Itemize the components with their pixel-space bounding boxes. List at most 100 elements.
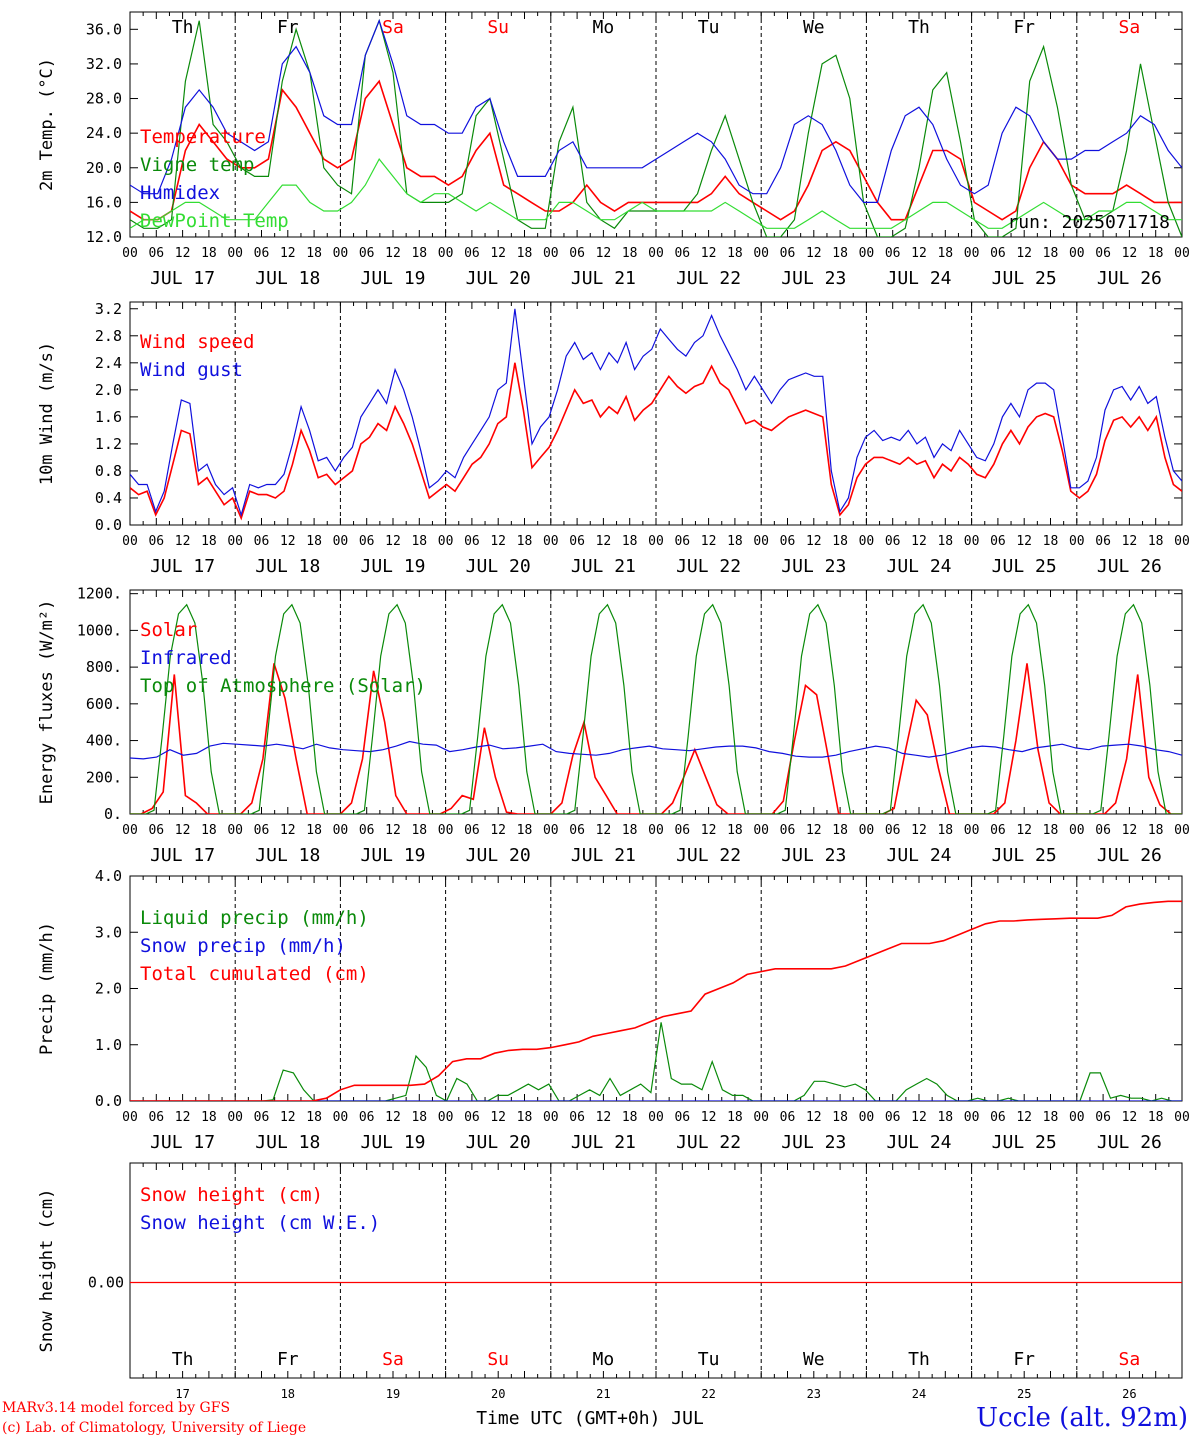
x-axis-label: Time UTC (GMT+0h) JUL bbox=[476, 1408, 704, 1429]
hour-label: 00 bbox=[964, 1110, 980, 1125]
day-label: JUL 26 bbox=[1097, 268, 1162, 289]
hour-label: 18 bbox=[201, 534, 217, 549]
day-label: JUL 23 bbox=[781, 556, 846, 577]
y-tick-label: 1.2 bbox=[95, 435, 122, 453]
y-axis-label: 10m Wind (m/s) bbox=[37, 342, 57, 485]
hour-label: 12 bbox=[596, 246, 612, 261]
day-label: JUL 20 bbox=[466, 1132, 531, 1153]
y-tick-label: 0.8 bbox=[95, 462, 122, 480]
hour-label: 00 bbox=[1069, 534, 1085, 549]
hour-label: 00 bbox=[543, 823, 559, 838]
hour-label: 18 bbox=[937, 1110, 953, 1125]
y-tick-label: 0.0 bbox=[95, 516, 122, 534]
weekday-label: Fr bbox=[1013, 17, 1035, 38]
hour-label: 00 bbox=[227, 534, 243, 549]
hour-label: 06 bbox=[569, 246, 585, 261]
hour-label: 12 bbox=[175, 246, 191, 261]
day-label: JUL 21 bbox=[571, 268, 636, 289]
legend-entry: Vigne temp bbox=[140, 154, 254, 176]
y-tick-label: 3.0 bbox=[95, 923, 122, 941]
y-tick-label: 20.0 bbox=[86, 159, 122, 177]
hour-label: 00 bbox=[753, 1110, 769, 1125]
hour-label: 12 bbox=[1122, 534, 1138, 549]
day-label: JUL 18 bbox=[255, 556, 320, 577]
hour-label: 12 bbox=[175, 534, 191, 549]
hour-label: 12 bbox=[490, 1110, 506, 1125]
hour-label: 00 bbox=[648, 823, 664, 838]
hour-label: 18 bbox=[411, 1110, 427, 1125]
hour-label: 18 bbox=[517, 1110, 533, 1125]
hour-label: 06 bbox=[885, 823, 901, 838]
day-label: JUL 19 bbox=[360, 845, 425, 866]
hour-label: 06 bbox=[1095, 1110, 1111, 1125]
hour-label: 18 bbox=[1043, 534, 1059, 549]
hour-label: 00 bbox=[753, 534, 769, 549]
hour-label: 12 bbox=[385, 534, 401, 549]
weekday-label: Su bbox=[487, 1349, 509, 1370]
day-label: JUL 18 bbox=[255, 1132, 320, 1153]
y-tick-label: 800. bbox=[86, 658, 122, 676]
hour-label: 00 bbox=[333, 246, 349, 261]
hour-label: 06 bbox=[464, 823, 480, 838]
day-label: JUL 18 bbox=[255, 845, 320, 866]
hour-label: 06 bbox=[780, 823, 796, 838]
hour-label: 18 bbox=[832, 1110, 848, 1125]
series-line bbox=[130, 603, 1182, 814]
hour-label: 06 bbox=[148, 534, 164, 549]
date-number: 21 bbox=[596, 1387, 610, 1401]
hour-label: 00 bbox=[648, 246, 664, 261]
series-line bbox=[130, 1022, 1182, 1101]
hour-label: 06 bbox=[674, 1110, 690, 1125]
hour-label: 00 bbox=[227, 823, 243, 838]
hour-label: 12 bbox=[1016, 823, 1032, 838]
day-label: JUL 17 bbox=[150, 556, 215, 577]
hour-label: 00 bbox=[227, 1110, 243, 1125]
hour-label: 00 bbox=[122, 1110, 138, 1125]
lab-credit: (c) Lab. of Climatology, University of L… bbox=[2, 1420, 307, 1436]
legend-entry: Liquid precip (mm/h) bbox=[140, 907, 369, 929]
hour-label: 00 bbox=[964, 246, 980, 261]
weekday-label: Fr bbox=[277, 1349, 299, 1370]
hour-label: 00 bbox=[333, 823, 349, 838]
hour-label: 18 bbox=[306, 534, 322, 549]
hour-label: 06 bbox=[990, 534, 1006, 549]
day-label: JUL 24 bbox=[886, 268, 951, 289]
legend-entry: Snow height (cm) bbox=[140, 1184, 323, 1206]
legend-entry: Total cumulated (cm) bbox=[140, 963, 369, 985]
weekday-label: Sa bbox=[1119, 17, 1141, 38]
hour-label: 18 bbox=[727, 534, 743, 549]
y-tick-label: 0.0 bbox=[95, 1092, 122, 1110]
weekday-label: Fr bbox=[277, 17, 299, 38]
hour-label: 06 bbox=[464, 534, 480, 549]
legend-entry: Snow precip (mm/h) bbox=[140, 935, 346, 957]
hour-label: 00 bbox=[333, 534, 349, 549]
hour-label: 06 bbox=[885, 534, 901, 549]
legend-entry: Wind speed bbox=[140, 331, 254, 353]
day-label: JUL 25 bbox=[992, 556, 1057, 577]
hour-label: 06 bbox=[359, 534, 375, 549]
date-number: 25 bbox=[1017, 1387, 1031, 1401]
hour-label: 06 bbox=[359, 246, 375, 261]
day-label: JUL 24 bbox=[886, 845, 951, 866]
legend-entry: Snow height (cm W.E.) bbox=[140, 1212, 380, 1234]
hour-label: 12 bbox=[911, 823, 927, 838]
hour-label: 18 bbox=[1148, 534, 1164, 549]
hour-label: 00 bbox=[1174, 823, 1190, 838]
hour-label: 06 bbox=[990, 1110, 1006, 1125]
hour-label: 06 bbox=[674, 823, 690, 838]
day-label: JUL 18 bbox=[255, 268, 320, 289]
hour-label: 18 bbox=[937, 534, 953, 549]
day-label: JUL 23 bbox=[781, 1132, 846, 1153]
hour-label: 12 bbox=[596, 823, 612, 838]
weekday-label: Mo bbox=[593, 17, 615, 38]
hour-label: 12 bbox=[911, 246, 927, 261]
series-group bbox=[130, 308, 1182, 521]
hour-label: 12 bbox=[385, 246, 401, 261]
hour-label: 12 bbox=[806, 1110, 822, 1125]
y-tick-label: 12.0 bbox=[86, 228, 122, 246]
hour-label: 00 bbox=[543, 1110, 559, 1125]
hour-label: 12 bbox=[596, 534, 612, 549]
hour-label: 12 bbox=[1122, 823, 1138, 838]
hour-label: 06 bbox=[780, 534, 796, 549]
hour-label: 06 bbox=[569, 823, 585, 838]
